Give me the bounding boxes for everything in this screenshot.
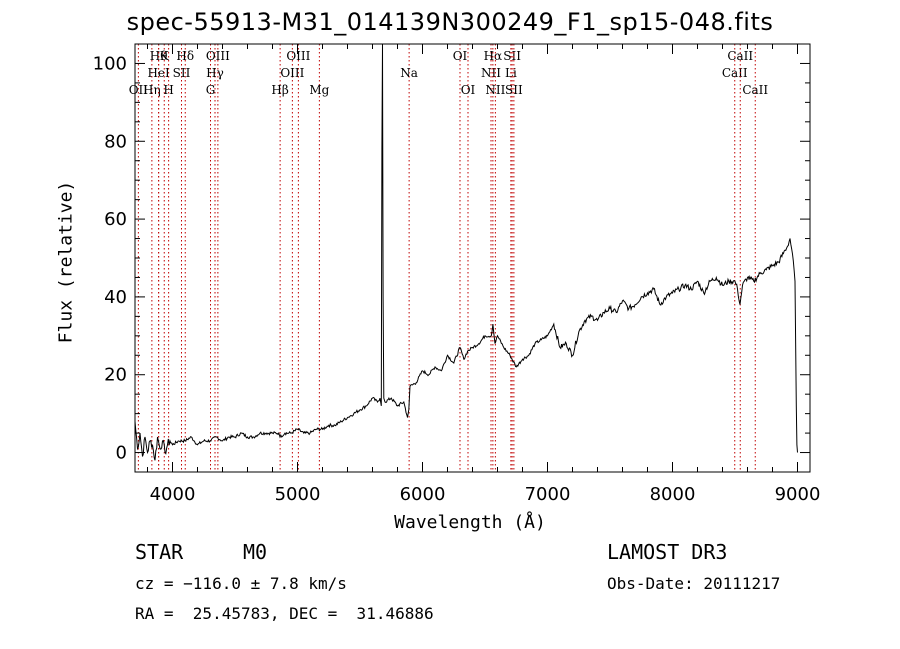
line-marker-label: NII: [481, 66, 501, 80]
line-marker-label: Li: [505, 66, 517, 80]
x-tick-label: 6000: [400, 484, 446, 505]
line-marker-label: OIII: [280, 66, 304, 80]
line-marker-label: OII: [129, 83, 149, 97]
line-marker-label: CaII: [742, 83, 768, 97]
chart-title: spec-55913-M31_014139N300249_F1_sp15-048…: [126, 8, 774, 36]
coordinates-readout: RA = 25.45783, DEC = 31.46886: [135, 604, 434, 623]
line-marker-label: Hδ: [176, 49, 194, 63]
redshift-readout: cz = −116.0 ± 7.8 km/s: [135, 574, 347, 593]
line-marker-label: Hγ: [206, 66, 224, 80]
x-tick-label: 8000: [650, 484, 696, 505]
x-tick-label: 9000: [775, 484, 821, 505]
line-marker-label: OI: [453, 49, 468, 63]
line-marker-label: Mg: [309, 83, 329, 97]
line-marker-label: K: [160, 49, 170, 63]
y-tick-label: 60: [104, 209, 127, 230]
line-marker-label: SII: [173, 66, 191, 80]
y-tick-label: 40: [104, 287, 127, 308]
x-tick-label: 7000: [525, 484, 571, 505]
object-subclass: M0: [243, 540, 268, 564]
line-marker-label: OIII: [286, 49, 310, 63]
y-axis-label: Flux (relative): [55, 180, 77, 344]
line-marker-label: OI: [461, 83, 476, 97]
x-tick-label: 4000: [150, 484, 196, 505]
line-marker-label: OIII: [206, 49, 230, 63]
line-marker-label: Hα: [484, 49, 503, 63]
line-marker-label: H: [163, 83, 173, 97]
line-marker-label: G: [206, 83, 216, 97]
spectrum-line: [134, 43, 798, 461]
y-tick-label: 100: [93, 53, 127, 74]
line-marker-label: SII: [505, 83, 523, 97]
survey-name: LAMOST DR3: [607, 540, 728, 564]
y-tick-label: 20: [104, 365, 127, 386]
line-marker-label: SII: [503, 49, 521, 63]
y-tick-label: 0: [116, 443, 127, 464]
line-marker-label: Hβ: [271, 83, 288, 97]
object-class: STAR: [135, 540, 184, 564]
x-tick-label: 5000: [275, 484, 321, 505]
plot-frame: [134, 43, 811, 473]
observation-date: Obs-Date: 20111217: [607, 574, 781, 593]
line-marker-label: HeI: [147, 66, 170, 80]
line-marker-label: NII: [485, 83, 505, 97]
x-axis-label: Wavelength (Å): [394, 512, 546, 533]
line-marker-label: CaII: [727, 49, 753, 63]
line-marker-label: Na: [400, 66, 418, 80]
line-marker-label: CaII: [722, 66, 748, 80]
y-tick-label: 80: [104, 131, 127, 152]
line-marker-label: Hη: [143, 83, 161, 97]
